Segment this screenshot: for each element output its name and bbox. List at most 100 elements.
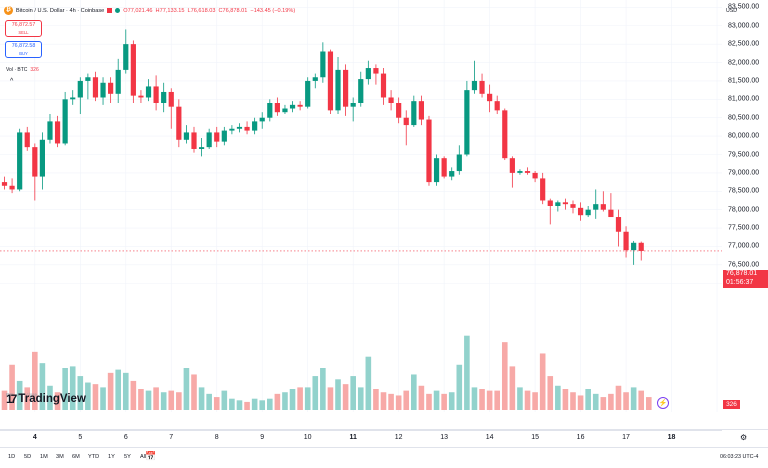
price-tick-label: 82,000.00 <box>728 59 760 67</box>
candle <box>9 178 15 194</box>
time-range-1d[interactable]: 1D <box>8 454 16 460</box>
candle <box>39 132 45 190</box>
candle-body <box>487 93 493 102</box>
volume-bar <box>69 366 76 410</box>
candle-body <box>608 209 614 218</box>
volume-bar <box>160 392 167 410</box>
chart-area[interactable] <box>0 0 763 412</box>
candle <box>494 95 500 115</box>
candle <box>161 82 167 113</box>
time-range-all[interactable]: All <box>140 454 147 460</box>
currency-label[interactable]: USD <box>726 8 737 14</box>
volume-bar <box>456 364 463 410</box>
time-range-1m[interactable]: 1M <box>40 454 48 460</box>
volume-bar <box>62 368 68 410</box>
candle-body <box>259 117 265 122</box>
candle-body <box>623 231 629 251</box>
sell-button[interactable]: 76,872.57 SELL <box>5 20 42 37</box>
volume-bar <box>426 393 432 410</box>
candle <box>449 167 455 181</box>
candle-body <box>100 82 106 98</box>
candle <box>464 80 470 157</box>
time-axis[interactable]: 4 5 6 7 8 9 10 11 12 13 14 15 16 17 18 <box>0 430 722 445</box>
volume-bar <box>297 387 303 410</box>
candle-body <box>343 69 349 107</box>
time-tick-label: 16 <box>576 434 585 441</box>
volume-bar <box>221 390 228 410</box>
candle-body <box>24 132 30 148</box>
candle-body <box>183 132 190 140</box>
price-tick-label: 78,500.00 <box>728 187 760 195</box>
time-range-ytd[interactable]: YTD <box>88 454 100 460</box>
time-range-1y[interactable]: 1Y <box>108 454 115 460</box>
candle <box>411 95 417 127</box>
candle <box>267 99 273 122</box>
volume-bar <box>471 387 478 410</box>
time-range-5y[interactable]: 5Y <box>124 454 131 460</box>
gear-icon[interactable]: ⚙ <box>740 433 748 442</box>
symbol-title[interactable]: Bitcoin / U.S. Dollar · 4h · Coinbase <box>16 7 105 14</box>
candle <box>229 125 235 135</box>
volume-bar <box>54 392 61 410</box>
volume-legend[interactable]: Vol · BTC 326 <box>6 67 39 73</box>
candle <box>32 143 38 201</box>
buy-button[interactable]: 76,872.58 BUY <box>5 41 42 58</box>
candle <box>396 97 402 124</box>
status-dot-icon <box>115 8 121 13</box>
time-range-3m[interactable]: 3M <box>56 454 64 460</box>
volume-bar <box>570 392 576 410</box>
rsi-legend[interactable]: RSI · 14 · close <box>6 392 38 397</box>
candle <box>441 156 447 179</box>
time-tick-label: 10 <box>303 434 312 441</box>
candle <box>577 202 584 221</box>
clock-readout[interactable]: 06:03:23 UTC-4 <box>720 454 759 460</box>
candle-body <box>85 77 91 81</box>
candle-body <box>92 77 99 98</box>
collapse-chevron-icon[interactable]: ^ <box>10 78 14 85</box>
time-range-5d[interactable]: 5D <box>24 454 32 460</box>
candle <box>123 29 129 74</box>
lightning-icon[interactable]: ⚡ <box>657 397 669 409</box>
candle-body <box>418 101 424 120</box>
volume-bar <box>608 393 614 410</box>
calendar-icon[interactable]: 📅 <box>145 451 157 461</box>
volume-bar <box>365 356 372 410</box>
candle <box>145 79 152 102</box>
bottom-toolbar: 📅 06:03:23 UTC-4 1D 5D 1M 3M 6M YTD 1Y 5Y All <box>0 447 768 468</box>
volume-bar <box>92 384 99 410</box>
time-tick-label: 8 <box>214 434 219 441</box>
current-price-badge: 76,878.01 01:56:37 <box>723 270 768 288</box>
candle-body <box>532 172 538 179</box>
candle <box>191 126 197 153</box>
candle <box>130 40 136 103</box>
candle-body <box>449 171 455 177</box>
candle-body <box>62 99 68 144</box>
candle-body <box>464 90 470 155</box>
close-value: C76,878.01 <box>218 7 248 14</box>
tradingview-logo[interactable]: 17 TradingView <box>6 392 86 406</box>
price-chart[interactable] <box>0 0 763 412</box>
volume-bar <box>304 387 311 410</box>
volume-value: 326 <box>30 67 39 73</box>
candle-body <box>600 204 606 210</box>
candle-body <box>441 158 447 177</box>
volume-badge: 326 <box>723 400 740 409</box>
volume-bar <box>517 387 523 410</box>
time-range-6m[interactable]: 6M <box>72 454 80 460</box>
candle <box>570 200 576 214</box>
candle <box>183 125 190 144</box>
candle <box>252 117 258 135</box>
volume-bar <box>282 392 288 410</box>
volume-bar <box>524 390 531 410</box>
volume-bar <box>357 387 364 410</box>
candle-body <box>456 154 462 172</box>
volume-bar <box>373 389 379 410</box>
candle <box>335 57 341 115</box>
candle-body <box>214 132 220 142</box>
candle <box>305 77 311 109</box>
candle-body <box>585 209 591 216</box>
time-tick-label: 9 <box>260 434 265 441</box>
candle-body <box>320 51 326 78</box>
volume-bar <box>638 390 645 410</box>
candle <box>100 77 106 105</box>
